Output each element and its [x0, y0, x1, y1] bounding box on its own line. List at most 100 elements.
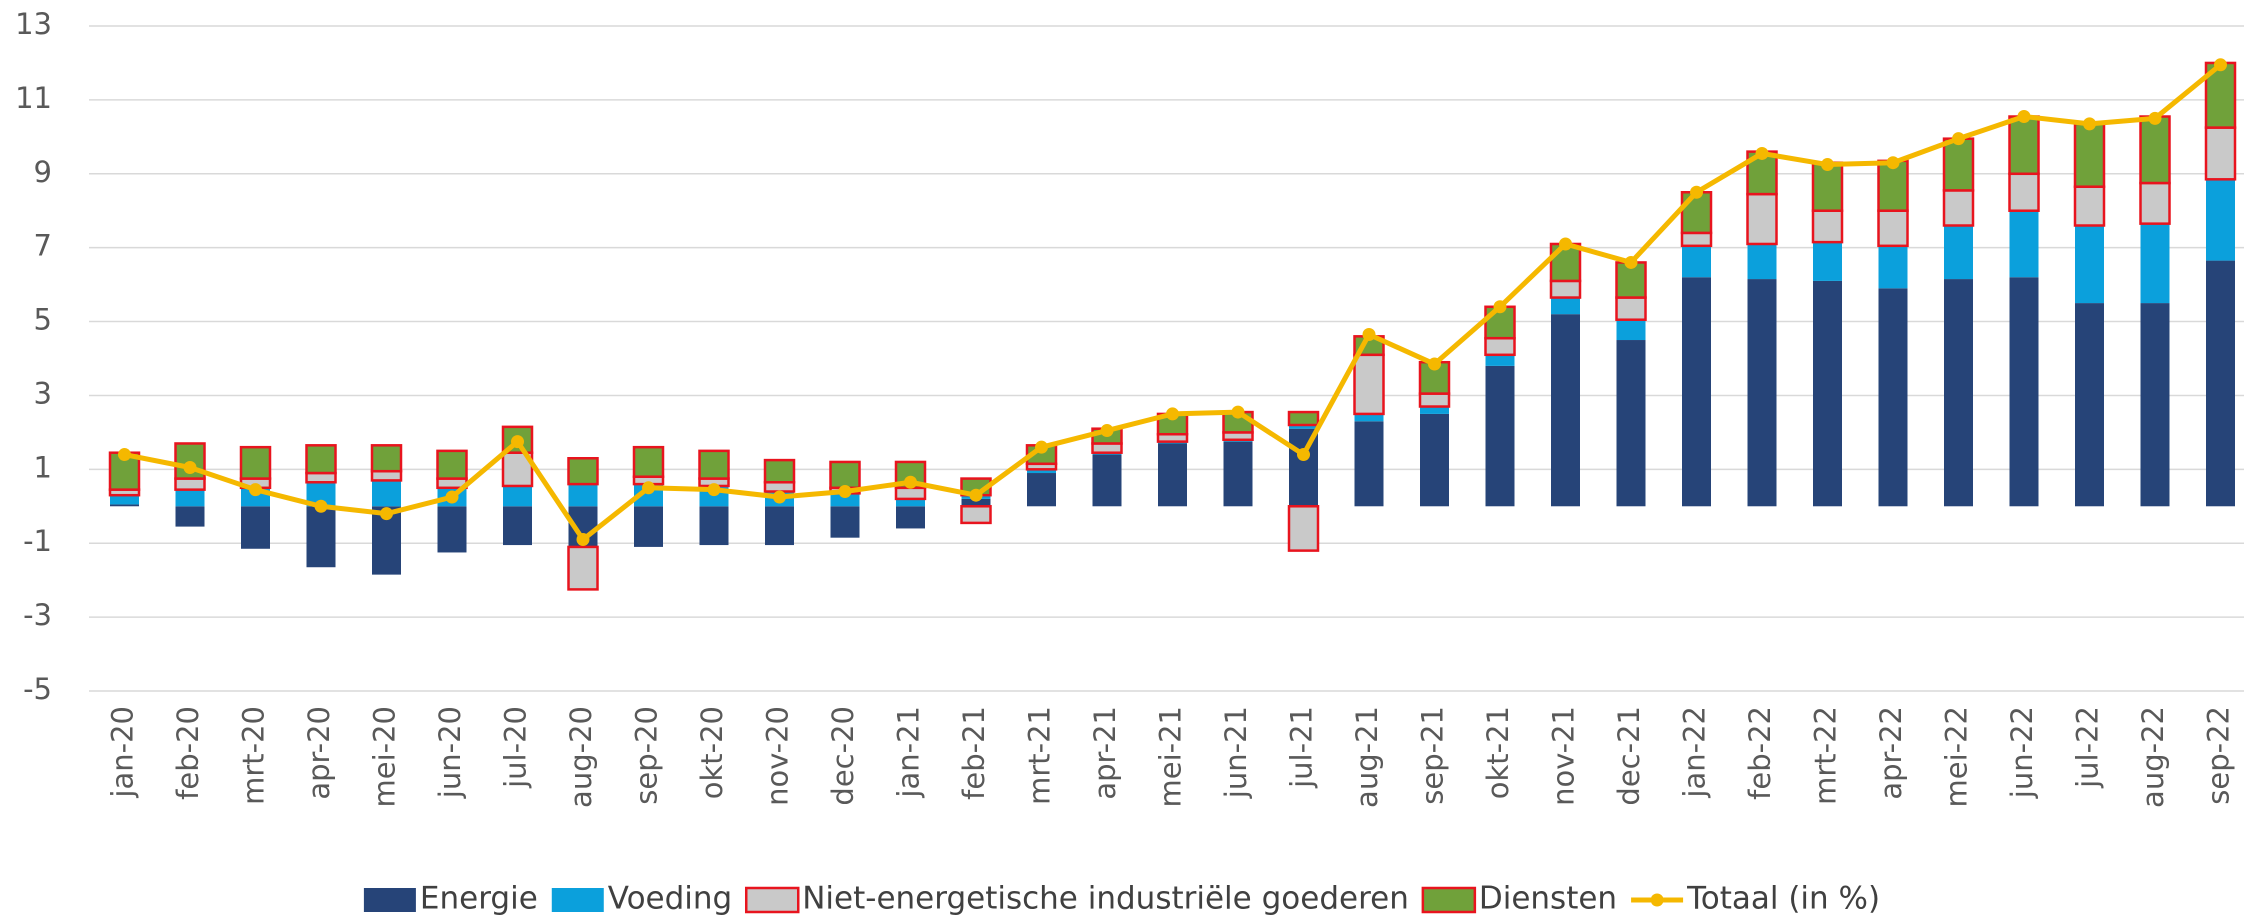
x-tick-label: jun-22 — [2005, 706, 2039, 799]
line-marker — [1428, 357, 1441, 371]
bar — [698, 449, 730, 480]
bar — [110, 495, 139, 505]
bar — [1813, 280, 1842, 507]
x-tick-label: mrt-22 — [1809, 706, 1843, 805]
bar — [239, 445, 272, 480]
bar — [829, 460, 861, 490]
x-tick-label: jan-20 — [106, 706, 140, 799]
line-marker — [183, 460, 197, 474]
line-marker — [1624, 255, 1638, 269]
bar — [568, 484, 598, 507]
line-marker — [642, 481, 655, 495]
legend-item: Voeding — [551, 881, 732, 917]
bar — [634, 506, 663, 547]
bar — [699, 506, 729, 546]
bar — [436, 449, 468, 480]
bar — [1027, 473, 1056, 507]
bar — [1091, 442, 1123, 454]
line-marker — [1821, 158, 1834, 172]
bar — [1420, 406, 1449, 414]
legend-swatch — [363, 888, 416, 912]
bar — [1287, 505, 1320, 552]
bar — [175, 506, 205, 527]
legend: Energie Voeding Niet-energetische industri… — [363, 881, 1880, 917]
bar — [174, 477, 206, 491]
bar — [1811, 209, 1844, 244]
legend-swatch — [1650, 893, 1664, 907]
line-marker — [1231, 405, 1245, 419]
line-marker — [118, 448, 131, 462]
bar — [110, 504, 139, 507]
bar — [2140, 223, 2170, 304]
bar — [175, 489, 205, 507]
x-tick-label: sep-21 — [1416, 706, 1450, 805]
lines — [118, 58, 2227, 547]
bar — [960, 505, 992, 525]
x-tick-label: sep-22 — [2202, 706, 2236, 805]
x-tick-label: mei-20 — [368, 706, 402, 808]
bar — [305, 444, 337, 475]
bar — [1485, 365, 1515, 507]
bar — [1944, 279, 1973, 507]
bars — [108, 61, 2237, 591]
bar — [1746, 192, 1778, 246]
bar — [370, 469, 403, 482]
bar — [241, 506, 270, 549]
line-marker — [1493, 300, 1507, 314]
bar — [2139, 115, 2171, 185]
line-marker — [1166, 407, 1179, 421]
x-tick-label: feb-22 — [1743, 706, 1777, 800]
bar — [896, 498, 925, 507]
bar — [1616, 340, 1646, 507]
bar — [632, 445, 665, 478]
bar — [503, 485, 532, 507]
line-marker — [2214, 58, 2227, 72]
legend-label: Totaal (in %) — [1686, 881, 1880, 917]
bar — [1551, 297, 1580, 315]
y-tick-label: 7 — [34, 229, 52, 263]
legend-item: Totaal (in %) — [1631, 881, 1880, 917]
bar — [1092, 454, 1122, 507]
bar — [1353, 353, 1385, 416]
bar — [961, 498, 991, 507]
y-tick-label: 9 — [34, 155, 52, 189]
x-tick-label: dec-21 — [1612, 706, 1646, 806]
bar — [370, 444, 403, 473]
line-marker — [2017, 110, 2031, 124]
line-marker — [1559, 237, 1572, 251]
x-tick-label: dec-20 — [826, 706, 860, 806]
y-tick-label: 11 — [15, 81, 52, 115]
bar — [2008, 172, 2040, 212]
bar — [1420, 413, 1449, 507]
bar — [567, 545, 599, 591]
line-marker — [1297, 448, 1310, 462]
bar — [2206, 179, 2235, 261]
line-marker — [969, 488, 983, 502]
bar — [1747, 243, 1777, 280]
bar — [2139, 181, 2171, 225]
y-tick-label: 5 — [34, 303, 52, 337]
bar — [830, 493, 860, 507]
bar — [894, 486, 927, 501]
legend-swatch — [1421, 886, 1477, 914]
bar — [1942, 137, 1975, 192]
line-marker — [707, 483, 721, 497]
bar — [2206, 260, 2235, 507]
x-tick-label: nov-20 — [761, 706, 795, 806]
bar — [2073, 122, 2106, 188]
line-marker — [511, 435, 524, 449]
legend-label: Energie — [420, 881, 538, 917]
bar — [1616, 319, 1646, 341]
line-marker — [2148, 111, 2162, 125]
x-tick-label: okt-21 — [1481, 706, 1515, 799]
x-tick-label: jun-21 — [1219, 706, 1253, 799]
bar — [1877, 209, 1909, 248]
y-tick-label: 13 — [15, 7, 52, 41]
x-tick-label: jan-21 — [892, 706, 926, 799]
bar — [305, 471, 337, 484]
line-marker — [1035, 440, 1048, 454]
bar — [1354, 421, 1384, 507]
legend-swatch — [744, 886, 800, 914]
bar — [1223, 441, 1253, 507]
